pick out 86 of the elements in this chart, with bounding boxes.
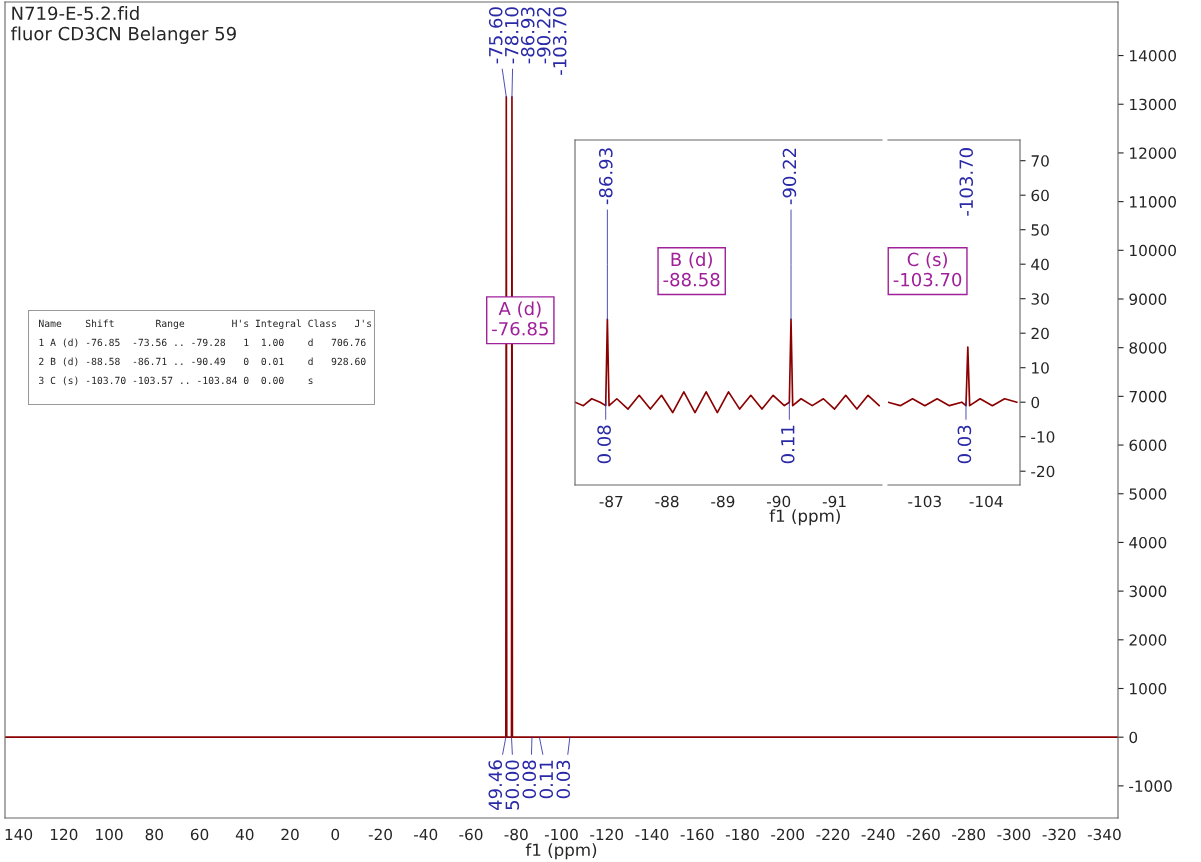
y-tick-label: 13000 — [1130, 98, 1176, 111]
y-tick-label: 0 — [1129, 731, 1138, 744]
annotation: A (d) -76.85 — [492, 301, 548, 336]
y-tick-label: -1000 — [1129, 780, 1172, 792]
y-tick-label: 50 — [1031, 224, 1049, 236]
x-tick-label: -340 — [1087, 828, 1121, 841]
y-tick-label: 20 — [1031, 327, 1049, 340]
y-tick-label: 7000 — [1129, 390, 1167, 403]
x-tick-label: 120 — [50, 828, 78, 841]
annotation: -86.93 — [598, 148, 613, 205]
x-tick-label: -89 — [711, 495, 735, 508]
x-tick-label: -240 — [861, 828, 895, 841]
x-tick-label: -60 — [459, 828, 483, 841]
annotation: 49.46 — [488, 760, 503, 810]
annotation: Name Shift Range H's Integral Class J's — [39, 319, 372, 330]
x-axis-title: f1 (ppm) — [769, 509, 840, 526]
y-tick-label: 60 — [1031, 189, 1049, 202]
x-tick-label: 0 — [331, 828, 340, 841]
annotation: 0.11 — [539, 760, 554, 799]
y-tick-label: 8000 — [1129, 342, 1167, 354]
x-tick-label: -90 — [767, 495, 791, 508]
x-tick-label: -320 — [1042, 828, 1076, 841]
annotation: -90.22 — [536, 7, 551, 64]
annotation: -90.22 — [782, 148, 797, 205]
annotation: 50.00 — [505, 760, 520, 810]
x-tick-label: -87 — [599, 495, 623, 508]
x-tick-label: 20 — [281, 828, 299, 841]
y-tick-label: -10 — [1031, 431, 1055, 443]
annotation: -86.93 — [520, 7, 535, 64]
x-tick-label: 60 — [190, 828, 209, 841]
x-tick-label: -220 — [816, 828, 850, 841]
y-tick-label: 12000 — [1130, 147, 1176, 159]
y-tick-label: 5000 — [1129, 488, 1167, 500]
x-tick-label: 40 — [235, 828, 254, 841]
y-tick-label: 1000 — [1130, 682, 1167, 695]
chart-title: N719-E-5.2.fid — [12, 6, 139, 21]
x-tick-label: -200 — [771, 828, 805, 841]
annotation: 0.08 — [597, 425, 611, 464]
annotation: -103.70 — [552, 7, 567, 75]
text: fluor CD3CN Belanger 59 — [10, 26, 236, 44]
x-tick-label: -180 — [725, 828, 759, 841]
x-tick-label: -120 — [590, 828, 624, 841]
y-tick-label: 14000 — [1130, 50, 1176, 62]
x-tick-label: -104 — [969, 495, 1003, 508]
annotation: 0.03 — [556, 760, 571, 799]
x-tick-label: 140 — [5, 828, 33, 841]
x-tick-label: -140 — [635, 828, 669, 841]
x-tick-label: -100 — [544, 828, 578, 841]
annotation: -78.10 — [504, 7, 519, 64]
annotation: 3 C (s) -103.70 -103.57 .. -103.84 0 0.00 s — [39, 376, 313, 386]
x-axis-title: f1 (ppm) — [525, 843, 597, 860]
x-tick-label: -91 — [822, 495, 846, 508]
annotation: 0.03 — [957, 425, 972, 464]
x-tick-label: -80 — [504, 828, 528, 841]
x-tick-label: -20 — [368, 828, 392, 841]
annotation: 0.08 — [522, 760, 537, 799]
y-tick-label: 11000 — [1130, 196, 1176, 208]
y-tick-label: 9000 — [1129, 293, 1167, 306]
annotation: 0.11 — [780, 425, 795, 464]
y-tick-label: 40 — [1031, 258, 1049, 271]
annotation: 1 A (d) -76.85 -73.56 .. -79.28 1 1.00 d 706.76 — [39, 338, 366, 348]
annotation: C (s) -103.70 — [893, 252, 962, 287]
x-tick-label: -260 — [906, 828, 940, 841]
x-tick-label: -40 — [414, 828, 438, 841]
y-tick-label: 70 — [1031, 155, 1049, 167]
y-tick-label: 0 — [1031, 396, 1040, 409]
y-tick-label: -20 — [1031, 465, 1055, 478]
y-tick-label: 2000 — [1129, 634, 1167, 646]
y-tick-label: 30 — [1031, 293, 1049, 305]
line-series — [888, 346, 1018, 407]
x-tick-label: -88 — [655, 495, 679, 508]
y-tick-label: 6000 — [1129, 439, 1167, 452]
y-tick-label: 4000 — [1129, 536, 1167, 549]
x-tick-label: -103 — [908, 495, 941, 508]
x-tick-label: 100 — [96, 828, 123, 841]
annotation: -75.60 — [488, 7, 503, 64]
annotation: -103.70 — [959, 148, 974, 216]
x-tick-label: -160 — [680, 828, 714, 841]
y-tick-label: 10000 — [1130, 244, 1176, 257]
x-tick-label: -280 — [952, 828, 986, 841]
annotation: B (d) -88.58 — [663, 252, 720, 287]
y-tick-label: 10 — [1032, 362, 1049, 374]
y-tick-label: 3000 — [1129, 585, 1167, 598]
annotation: 2 B (d) -88.58 -86.71 .. -90.49 0 0.01 d 928.60 — [39, 357, 366, 367]
x-tick-label: 80 — [145, 828, 164, 841]
x-tick-label: -300 — [997, 828, 1031, 841]
